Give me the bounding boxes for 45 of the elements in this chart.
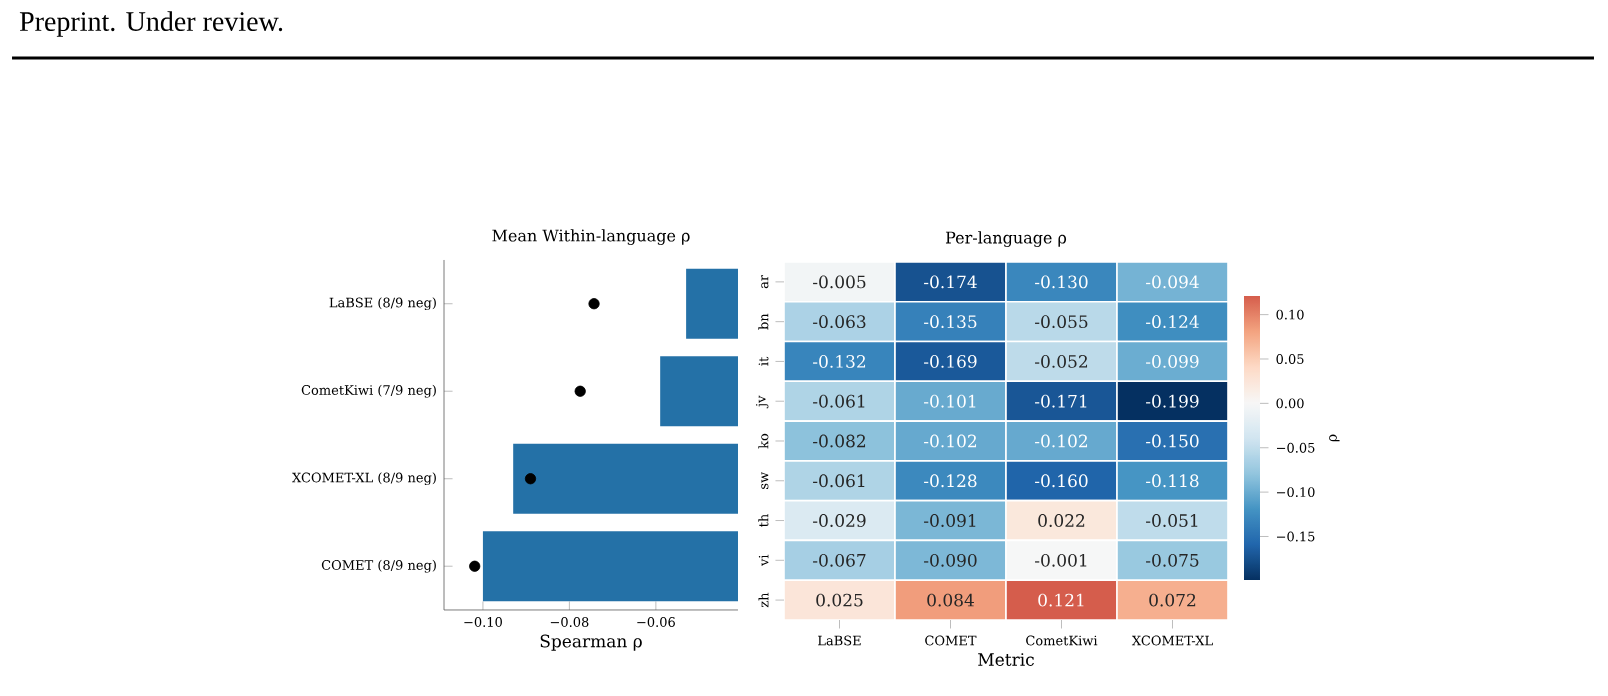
data-label: -0.132 (813, 355, 866, 368)
data-label: -0.005 (813, 275, 866, 289)
data-label: -0.171 (1035, 394, 1087, 408)
data-label: -0.130 (1035, 275, 1088, 289)
data-label: -0.150 (1146, 434, 1199, 448)
data-label: -0.052 (1035, 355, 1088, 368)
data-label: -0.091 (924, 514, 976, 527)
data-label: -0.082 (813, 434, 866, 448)
x-axis-title: Spearman ρ (540, 634, 642, 651)
data-label: -0.067 (813, 553, 866, 567)
data-label: -0.051 (1146, 514, 1198, 527)
point (574, 385, 586, 397)
data-label: -0.101 (924, 394, 976, 408)
data-label: 0.072 (1149, 593, 1196, 607)
data-label: -0.124 (1146, 315, 1199, 329)
data-label: -0.001 (1035, 553, 1087, 567)
data-label: 0.025 (816, 593, 863, 607)
data-label: -0.090 (924, 553, 977, 567)
chart-title: Mean Within-language ρ (492, 229, 690, 245)
data-label: -0.102 (1035, 434, 1088, 448)
data-label: -0.063 (813, 315, 866, 329)
data-label: 0.121 (1038, 593, 1084, 607)
chart-title: Per-language ρ (945, 231, 1067, 247)
data-label: -0.055 (1035, 315, 1088, 329)
x-axis-title: Metric (978, 653, 1034, 666)
data-label: -0.102 (924, 434, 977, 448)
data-label: -0.099 (1146, 355, 1199, 368)
data-label: -0.094 (1146, 275, 1199, 289)
data-label: -0.061 (813, 394, 865, 408)
data-label: -0.128 (924, 474, 977, 488)
point (524, 473, 537, 485)
data-label: -0.199 (1146, 394, 1199, 408)
data-label: -0.075 (1146, 553, 1199, 567)
data-label: -0.061 (813, 474, 865, 488)
point (469, 560, 481, 572)
data-label: 0.084 (927, 593, 974, 607)
data-label: -0.169 (924, 355, 977, 368)
data-label: -0.160 (1035, 474, 1088, 488)
data-label: 0.022 (1038, 514, 1085, 527)
data-label: -0.174 (924, 275, 977, 289)
data-label: -0.135 (924, 315, 977, 329)
data-label: -0.118 (1146, 474, 1199, 488)
text: Preprint. Under review. (19, 11, 283, 37)
data-label: -0.029 (813, 514, 866, 527)
point (588, 298, 600, 310)
